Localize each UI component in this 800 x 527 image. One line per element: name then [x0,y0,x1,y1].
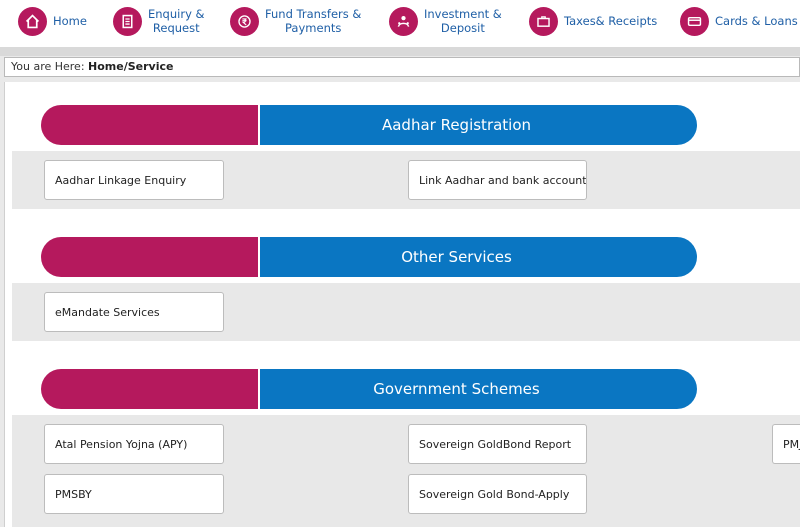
section-body-other: eMandate Services [12,283,800,341]
breadcrumb-prefix: You are Here: [11,60,85,73]
section-header-government: Government Schemes [41,369,697,409]
top-nav: Home Enquiry & Request Fund Transfers & … [0,0,800,47]
nav-item-taxes[interactable]: Taxes& Receipts [529,5,657,37]
emandate-services-button[interactable]: eMandate Services [44,292,224,332]
nav-label-fund-transfers: Fund Transfers & Payments [265,7,362,35]
section-header-other: Other Services [41,237,697,277]
investment-icon [389,6,418,36]
sovereign-gold-bond-apply-button[interactable]: Sovereign Gold Bond-Apply [408,474,587,514]
document-icon [113,6,142,36]
breadcrumb: You are Here: Home/Service [4,57,800,77]
pmj-button[interactable]: PMJ [772,424,800,464]
section-header-accent [41,237,258,277]
nav-label-investment: Investment & Deposit [424,7,502,35]
section-title-government: Government Schemes [258,369,697,409]
rupee-transfer-icon [230,6,259,36]
nav-item-cards-loans[interactable]: Cards & Loans [680,5,798,37]
aadhar-linkage-enquiry-button[interactable]: Aadhar Linkage Enquiry [44,160,224,200]
section-body-aadhar: Aadhar Linkage Enquiry Link Aadhar and b… [12,151,800,209]
section-title-aadhar: Aadhar Registration [258,105,697,145]
nav-item-enquiry[interactable]: Enquiry & Request [113,5,205,37]
nav-label-enquiry: Enquiry & Request [148,7,205,35]
section-title-other: Other Services [258,237,697,277]
breadcrumb-path[interactable]: Home/Service [88,60,174,73]
link-aadhar-bank-button[interactable]: Link Aadhar and bank account [408,160,587,200]
section-header-aadhar: Aadhar Registration [41,105,697,145]
briefcase-icon [529,6,558,36]
nav-divider [0,47,800,56]
section-header-accent [41,369,258,409]
nav-label-taxes: Taxes& Receipts [564,14,658,28]
section-header-accent [41,105,258,145]
nav-item-fund-transfers[interactable]: Fund Transfers & Payments [230,5,361,37]
nav-item-home[interactable]: Home [18,5,87,37]
card-icon [680,6,709,36]
nav-item-investment[interactable]: Investment & Deposit [389,5,502,37]
section-body-government: Atal Pension Yojna (APY) Sovereign GoldB… [12,415,800,527]
nav-label-home: Home [53,14,87,28]
atal-pension-yojna-button[interactable]: Atal Pension Yojna (APY) [44,424,224,464]
nav-label-cards-loans: Cards & Loans [715,14,798,28]
home-icon [18,6,47,36]
pmsby-button[interactable]: PMSBY [44,474,224,514]
sovereign-goldbond-report-button[interactable]: Sovereign GoldBond Report [408,424,587,464]
